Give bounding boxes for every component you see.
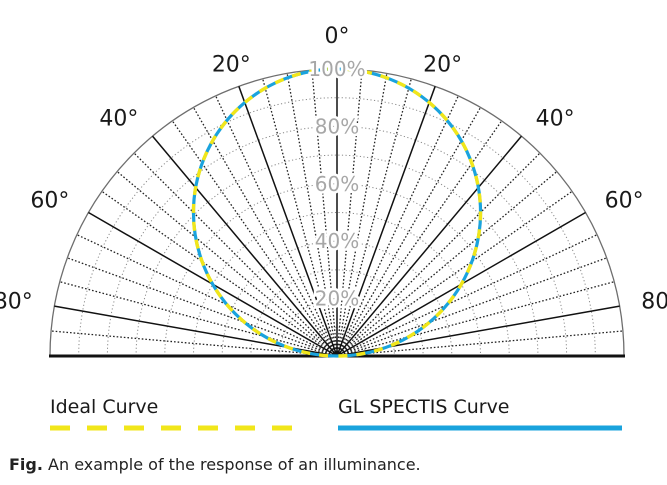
angle-label: 20° [423,53,462,78]
minor-spoke [262,78,338,357]
angle-label: 40° [536,106,575,131]
minor-spoke [336,95,459,357]
caption-prefix: Fig. [9,455,43,474]
minor-spoke [336,257,607,357]
minor-spoke [336,330,623,357]
angle-labels: 0° 20° 20° 40° 40° 60° 60° 80° 80° [0,24,667,314]
radial-tick-labels: 20% 40% 60% 80% 100% [306,55,368,314]
minor-spoke [171,120,338,357]
major-spoke [336,135,523,357]
minor-spoke [133,152,338,357]
minor-spoke [67,257,338,357]
angle-label: 60° [30,189,69,214]
minor-spoke [192,107,338,357]
angle-label: 80° [641,289,667,314]
minor-spoke [116,171,338,357]
minor-spoke [59,281,338,357]
legend-label-ideal: Ideal Curve [50,396,158,418]
minor-spoke [336,120,503,357]
radial-tick-label: 20% [315,287,359,311]
minor-spoke [336,107,482,357]
major-spoke [238,86,338,357]
minor-spoke [336,171,558,357]
minor-spoke [101,190,338,357]
angle-label: 0° [325,24,350,49]
minor-spoke [311,70,338,357]
angle-label: 60° [605,189,644,214]
minor-spoke [336,190,573,357]
major-spoke [336,86,436,357]
angle-label: 80° [0,289,33,314]
figure-caption: Fig. An example of the response of an il… [9,455,421,474]
radial-tick-label: 60% [315,172,359,196]
minor-spoke [76,234,338,357]
grid-circle-70 [135,154,539,357]
response-curves [191,67,483,358]
legend-label-gl-spectis: GL SPECTIS Curve [338,396,510,418]
grid-circle-90 [78,97,596,357]
legend: Ideal Curve GL SPECTIS Curve [50,396,622,431]
minor-spoke [336,234,598,357]
minor-spoke [336,152,541,357]
minor-spoke [336,73,388,357]
radial-tick-label: 80% [315,114,359,138]
grid-circle-50 [193,212,481,357]
minor-spoke [336,78,412,357]
angle-label: 20° [212,53,251,78]
radial-tick-label: 100% [308,57,365,81]
caption-text: An example of the response of an illumin… [48,455,421,474]
minor-spoke [336,70,363,357]
polar-chart: 20% 40% 60% 80% 100% 0° 20° 20° 40° 40° 60° 60° 80°… [0,24,667,431]
major-spoke [151,135,338,357]
curve-ideal [191,67,483,358]
grid-circle-30 [250,269,424,357]
angle-label: 40° [99,106,138,131]
minor-spoke [336,281,615,357]
minor-spoke [51,330,338,357]
radial-tick-label: 40% [315,229,359,253]
minor-spoke [286,73,338,357]
minor-spoke [215,95,338,357]
